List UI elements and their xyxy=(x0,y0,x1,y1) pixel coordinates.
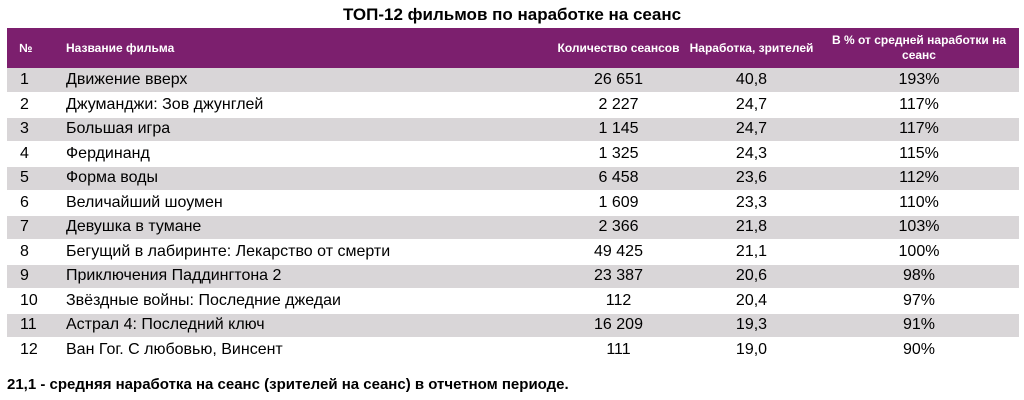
sessions-cell: 1 609 xyxy=(553,190,684,216)
sessions-cell: 6 458 xyxy=(553,166,684,192)
viewers-per-session-cell: 23,6 xyxy=(684,166,819,192)
row-number-cell: 7 xyxy=(7,215,54,241)
table-row: 7 Девушка в тумане 2 366 21,8 103% xyxy=(7,215,1019,241)
row-number-cell: 4 xyxy=(7,141,54,167)
viewers-per-session-cell: 19,3 xyxy=(684,313,819,339)
viewers-per-session-cell: 19,0 xyxy=(735,341,768,359)
percent-of-average-cell: 103% xyxy=(819,215,1019,241)
viewers-per-session-cell: 21,1 xyxy=(684,239,819,265)
sessions-cell: 16 209 xyxy=(553,313,684,339)
viewers-per-session-cell: 24,7 xyxy=(684,92,819,118)
viewers-per-session-cell: 24,3 xyxy=(684,141,819,167)
row-number-cell: 8 xyxy=(7,239,54,265)
column-header-viewers-per-session: Наработка, зрителей xyxy=(689,40,814,55)
table-row: 5 Форма воды 6 458 23,6 112% xyxy=(7,166,1019,192)
row-number-cell: 2 xyxy=(7,92,54,118)
film-name-cell: Девушка в тумане xyxy=(54,215,553,241)
sessions-cell: 112 xyxy=(553,288,684,314)
percent-of-average-cell: 98% xyxy=(819,264,1019,290)
film-name-cell: Форма воды xyxy=(54,166,553,192)
viewers-per-session-cell: 40,8 xyxy=(684,68,819,94)
film-name-cell: Движение вверх xyxy=(54,68,553,94)
column-header-percent-of-average: В % от средней наработки на сеанс xyxy=(831,33,1007,62)
sessions-cell: 111 xyxy=(606,341,631,359)
row-number-cell: 12 xyxy=(20,341,38,359)
table-row: 9 Приключения Паддингтона 2 23 387 20,6 98% xyxy=(7,264,1019,290)
percent-of-average-cell: 97% xyxy=(819,288,1019,314)
film-name-cell: Фердинанд xyxy=(54,141,553,167)
table-title: ТОП-12 фильмов по наработке на сеанс xyxy=(342,5,682,24)
percent-of-average-cell: 112% xyxy=(819,166,1019,192)
table-row: 10 Звёздные войны: Последние джедаи 112 20,… xyxy=(7,288,1019,314)
table-row: 6 Величайший шоумен 1 609 23,3 110% xyxy=(7,190,1019,216)
row-number-cell: 1 xyxy=(7,68,54,94)
sessions-cell: 49 425 xyxy=(553,239,684,265)
percent-of-average-cell: 90% xyxy=(902,341,936,359)
row-number-cell: 9 xyxy=(7,264,54,290)
sessions-cell: 23 387 xyxy=(553,264,684,290)
film-name-cell: Бегущий в лабиринте: Лекарство от смерти xyxy=(54,239,553,265)
percent-of-average-cell: 117% xyxy=(819,92,1019,118)
film-name-cell: Астрал 4: Последний ключ xyxy=(54,313,553,339)
table-row: 4 Фердинанд 1 325 24,3 115% xyxy=(7,141,1019,167)
footnote: 21,1 - средняя наработка на сеанс (зрите… xyxy=(7,376,569,393)
sessions-cell: 2 227 xyxy=(553,92,684,118)
film-name-cell: Звёздные войны: Последние джедаи xyxy=(54,288,553,314)
table-row: 11 Астрал 4: Последний ключ 16 209 19,3 91% xyxy=(7,313,1019,339)
table-row: 2 Джуманджи: Зов джунглей 2 227 24,7 117% xyxy=(7,92,1019,118)
percent-of-average-cell: 115% xyxy=(819,141,1019,167)
sessions-cell: 1 325 xyxy=(553,141,684,167)
percent-of-average-cell: 193% xyxy=(819,68,1019,94)
column-header-number: № xyxy=(19,40,33,55)
column-header-film-name: Название фильма xyxy=(66,40,175,55)
table-row: 1 Движение вверх 26 651 40,8 193% xyxy=(7,68,1019,94)
viewers-per-session-cell: 23,3 xyxy=(684,190,819,216)
percent-of-average-cell: 91% xyxy=(819,313,1019,339)
table-row: 12 Ван Гог. С любовью, Винсент 111 19,0 90% xyxy=(7,338,1019,363)
column-header-sessions: Количество сеансов xyxy=(557,40,680,55)
sessions-cell: 1 145 xyxy=(553,117,684,143)
film-name-cell: Ван Гог. С любовью, Винсент xyxy=(66,341,283,359)
viewers-per-session-cell: 21,8 xyxy=(684,215,819,241)
sessions-cell: 2 366 xyxy=(553,215,684,241)
table-header-row: № Название фильма Количество сеансов Нар… xyxy=(7,28,1019,68)
percent-of-average-cell: 117% xyxy=(819,117,1019,143)
films-table: № Название фильма Количество сеансов Нар… xyxy=(7,28,1019,362)
film-name-cell: Приключения Паддингтона 2 xyxy=(54,264,553,290)
row-number-cell: 3 xyxy=(7,117,54,143)
row-number-cell: 11 xyxy=(7,313,54,339)
viewers-per-session-cell: 20,6 xyxy=(684,264,819,290)
viewers-per-session-cell: 24,7 xyxy=(684,117,819,143)
percent-of-average-cell: 110% xyxy=(819,190,1019,216)
row-number-cell: 5 xyxy=(7,166,54,192)
percent-of-average-cell: 100% xyxy=(819,239,1019,265)
film-name-cell: Джуманджи: Зов джунглей xyxy=(54,92,553,118)
table-row: 8 Бегущий в лабиринте: Лекарство от смерт… xyxy=(7,239,1019,265)
sessions-cell: 26 651 xyxy=(553,68,684,94)
row-number-cell: 10 xyxy=(7,288,54,314)
table-row: 3 Большая игра 1 145 24,7 117% xyxy=(7,117,1019,143)
film-name-cell: Величайший шоумен xyxy=(54,190,553,216)
film-name-cell: Большая игра xyxy=(54,117,553,143)
row-number-cell: 6 xyxy=(7,190,54,216)
viewers-per-session-cell: 20,4 xyxy=(684,288,819,314)
